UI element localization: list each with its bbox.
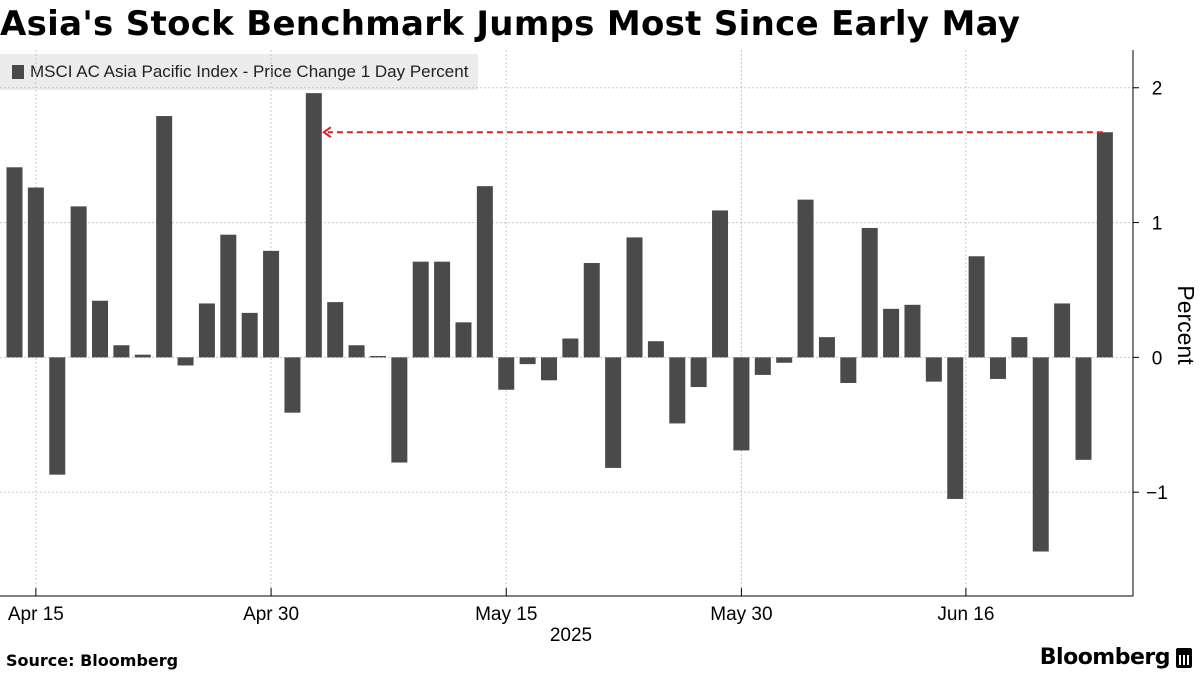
source-note: Source: Bloomberg [6, 651, 179, 670]
bar [733, 357, 750, 451]
bar [113, 345, 130, 358]
bar [1075, 357, 1092, 460]
annotation-layer [322, 126, 1103, 139]
chart-legend: MSCI AC Asia Pacific Index - Price Chang… [0, 54, 479, 90]
bar [49, 357, 66, 475]
bar [925, 357, 942, 382]
bar [6, 167, 23, 358]
bar [519, 357, 536, 365]
bar [989, 357, 1006, 379]
chart-title: Asia's Stock Benchmark Jumps Most Since … [0, 4, 1021, 44]
bar [690, 357, 707, 388]
bar [434, 261, 451, 358]
bar [1054, 303, 1071, 358]
bar [369, 356, 386, 358]
bar [626, 237, 643, 358]
bar [412, 261, 429, 358]
axis-layer: 2 1 0 −1 Apr 15 Apr 30 May 15 May 30 Jun 16 2025 P… [0, 50, 1199, 646]
bar [883, 308, 900, 358]
bar [476, 186, 493, 358]
bar [241, 312, 258, 358]
bar [327, 302, 344, 358]
bar [348, 345, 365, 358]
bar [391, 357, 408, 463]
annotation-arrowhead [322, 126, 332, 139]
bar [797, 199, 814, 358]
bar [1011, 337, 1028, 358]
bar [562, 338, 579, 358]
bar [134, 354, 151, 358]
y-tick-label: −1 [1146, 483, 1168, 504]
bar [754, 357, 771, 375]
bar [284, 357, 301, 413]
y-tick-label: 2 [1152, 79, 1163, 100]
y-tick-label: 1 [1152, 214, 1163, 235]
bar [712, 210, 729, 358]
bar [1032, 357, 1049, 552]
bar [305, 93, 322, 358]
brand-wordmark: Bloomberg [1039, 645, 1171, 670]
bar [947, 357, 964, 499]
bar [541, 357, 557, 381]
bar [583, 263, 600, 358]
bar [220, 234, 237, 358]
x-tick-label: May 30 [710, 604, 772, 625]
bar [840, 357, 857, 383]
bar [669, 357, 686, 424]
x-tick-label: Apr 15 [8, 604, 64, 625]
bloomberg-terminal-icon [1176, 647, 1192, 668]
brand-logo: Bloomberg [1040, 645, 1192, 670]
bar [455, 322, 472, 358]
legend-swatch [12, 65, 24, 79]
bar [156, 116, 173, 358]
legend-label: MSCI AC Asia Pacific Index - Price Chang… [30, 62, 469, 81]
bar [263, 250, 280, 358]
bar [198, 303, 215, 358]
bar [92, 300, 109, 358]
x-tick-label: May 15 [475, 604, 537, 625]
x-axis-year-label: 2025 [550, 625, 592, 646]
bar [498, 357, 515, 390]
bar [647, 341, 664, 358]
x-tick-label: Jun 16 [937, 604, 994, 625]
bar [27, 187, 44, 358]
bar [70, 206, 87, 358]
bar [776, 357, 793, 363]
bar [1096, 132, 1113, 358]
bars-layer [6, 93, 1113, 552]
y-axis-title: Percent [1173, 285, 1199, 365]
bar [605, 357, 622, 468]
bar [177, 357, 194, 366]
bar [968, 256, 985, 358]
bar [904, 304, 921, 358]
bar [861, 227, 878, 358]
x-tick-label: Apr 30 [243, 604, 299, 625]
y-tick-label: 0 [1152, 348, 1163, 369]
bar [818, 337, 835, 358]
